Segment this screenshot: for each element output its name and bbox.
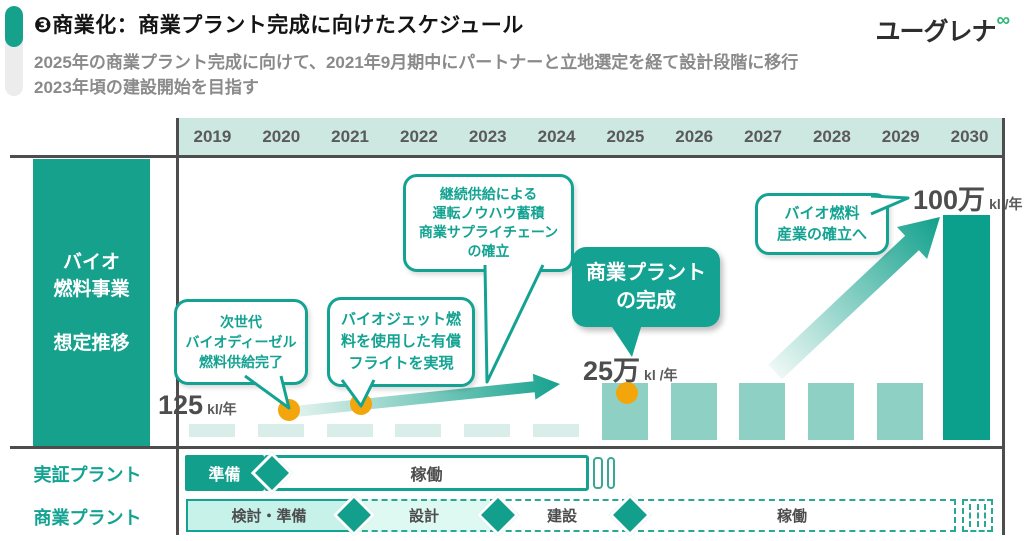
volume-dash-2022 bbox=[395, 424, 441, 437]
value-2025-number: 25万 bbox=[583, 356, 641, 386]
year-axis: 2019 2020 2021 2022 2023 2024 2025 2026 … bbox=[178, 118, 1004, 156]
volume-dash-2024 bbox=[533, 424, 579, 437]
value-2019-unit: kl/年 bbox=[207, 401, 237, 417]
frame-line-middle bbox=[10, 446, 1004, 449]
value-2030-unit: kl /年 bbox=[989, 196, 1023, 212]
callout-biofuel-industry: バイオ燃料 産業の確立へ bbox=[755, 193, 889, 255]
frame-line-top bbox=[10, 155, 1004, 158]
volume-dash-2020 bbox=[258, 424, 304, 437]
callout-biofuel-industry-tail bbox=[870, 194, 910, 216]
page-subtitle: 2025年の商業プラント完成に向けて、2021年9月期中にパートナーと立地選定を… bbox=[34, 53, 799, 97]
demo-phase-operation: 稼働 bbox=[264, 455, 589, 491]
year-2024: 2024 bbox=[537, 127, 576, 146]
callout-next-gen-diesel: 次世代 バイオディーゼル 燃料供給完了 bbox=[174, 299, 308, 385]
sidebar-biofuel-business: バイオ 燃料事業 想定推移 bbox=[33, 159, 150, 446]
volume-bar-2028 bbox=[808, 383, 854, 440]
milestone-dot-2025 bbox=[616, 382, 638, 404]
infinity-logo-icon: ∞ bbox=[996, 10, 1010, 31]
volume-bar-2027 bbox=[739, 383, 785, 440]
year-2026: 2026 bbox=[675, 127, 714, 146]
value-2019-number: 125 bbox=[158, 390, 204, 420]
logo-text: ユーグレナ bbox=[875, 18, 996, 46]
year-2029: 2029 bbox=[881, 127, 920, 146]
year-2021: 2021 bbox=[331, 127, 369, 146]
continuation-bar-2 bbox=[607, 457, 615, 489]
row-label-demo-plant: 実証プラント bbox=[33, 465, 142, 485]
callout-supply-chain: 継続供給による 運転ノウハウ蓄積 商業サプライチェーン の確立 bbox=[403, 174, 574, 272]
year-2022: 2022 bbox=[399, 127, 438, 146]
row-label-commercial-plant: 商業プラント bbox=[33, 508, 142, 528]
continuation-box bbox=[962, 499, 993, 532]
year-2030: 2030 bbox=[950, 127, 989, 146]
volume-bar-2026 bbox=[671, 383, 717, 440]
year-2025: 2025 bbox=[606, 127, 645, 146]
commercial-phase-planning: 検討・準備 bbox=[186, 499, 352, 532]
value-2025: 25万 kl /年 bbox=[583, 349, 678, 388]
value-2030: 100万 kl /年 bbox=[913, 178, 1023, 217]
year-2027: 2027 bbox=[744, 127, 782, 146]
title-accent-bar bbox=[5, 6, 23, 96]
frame-line-right bbox=[1002, 118, 1005, 535]
volume-dash-2023 bbox=[464, 424, 510, 437]
company-logo: ユーグレナ∞ bbox=[875, 10, 1010, 48]
volume-dash-2019 bbox=[189, 424, 235, 437]
volume-dash-2021 bbox=[327, 424, 373, 437]
commercial-phase-design: 設計 bbox=[352, 499, 496, 532]
year-2019: 2019 bbox=[193, 127, 232, 146]
year-2020: 2020 bbox=[262, 127, 301, 146]
callout-jet-flight: バイオジェット燃 料を使用した有償 フライトを実現 bbox=[327, 297, 475, 387]
page-title: ❸商業化：商業プラント完成に向けたスケジュール bbox=[34, 14, 524, 37]
continuation-bar-1 bbox=[593, 457, 603, 489]
volume-bar-2030 bbox=[943, 215, 990, 440]
volume-bar-2029 bbox=[877, 383, 923, 440]
commercial-phase-operation: 稼働 bbox=[628, 499, 956, 532]
year-2028: 2028 bbox=[812, 127, 851, 146]
value-2025-unit: kl /年 bbox=[644, 367, 678, 383]
growth-arrow-large bbox=[768, 217, 940, 380]
callout-commercial-plant-complete: 商業プラント の完成 bbox=[572, 247, 720, 327]
callout-next-gen-tail bbox=[244, 374, 291, 410]
value-2019: 125 kl/年 bbox=[158, 390, 237, 421]
year-2023: 2023 bbox=[468, 127, 507, 146]
callout-supply-chain-tail bbox=[483, 264, 545, 384]
value-2030-number: 100万 bbox=[913, 185, 986, 215]
callout-jet-tail bbox=[340, 379, 376, 408]
callout-commercial-plant-tail bbox=[610, 324, 642, 357]
